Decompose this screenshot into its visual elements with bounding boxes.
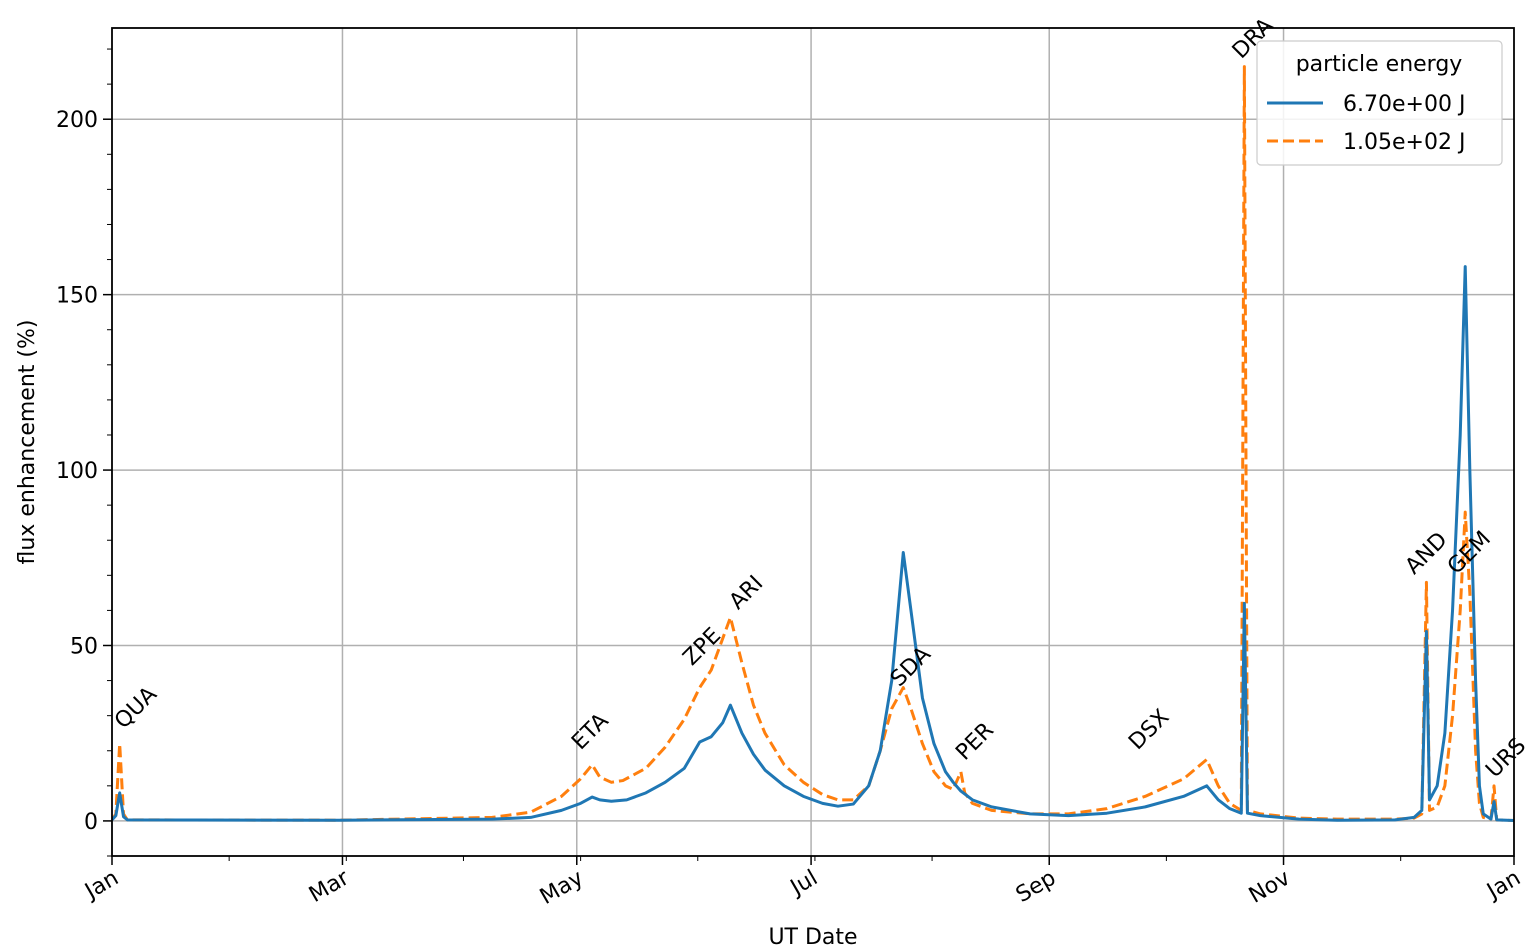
y-axis-label: flux enhancement (%) (15, 320, 40, 565)
x-tick-label: Jan (1481, 866, 1525, 906)
series-lines (112, 65, 1514, 823)
legend-label-series-1: 6.70e+00 J (1343, 92, 1465, 117)
shower-label-per: PER (951, 718, 999, 766)
x-tick-label: Jan (79, 866, 123, 906)
series-line-2 (112, 65, 1514, 823)
shower-label-urs: URS (1481, 733, 1531, 783)
y-tick-label: 200 (56, 108, 98, 133)
legend-label-series-2: 1.05e+02 J (1343, 130, 1465, 155)
plot-frame (111, 27, 1515, 857)
shower-label-dsx: DSX (1124, 705, 1174, 755)
shower-label-zpe: ZPE (679, 623, 727, 671)
y-tick-label: 100 (56, 459, 98, 484)
shower-label-eta: ETA (567, 708, 613, 754)
x-tick-label: Nov (1245, 866, 1295, 909)
legend: particle energy 6.70e+00 J 1.05e+02 J (1256, 40, 1503, 166)
x-tick-label: Jul (785, 866, 822, 902)
y-tick-label: 0 (84, 810, 98, 835)
y-tick-label: 150 (56, 284, 98, 309)
x-tick-label: Mar (305, 865, 354, 908)
legend-frame (1256, 40, 1503, 166)
legend-title: particle energy (1296, 52, 1463, 77)
x-axis-label: UT Date (768, 925, 857, 950)
y-tick-label: 50 (70, 634, 98, 659)
x-tick-label: Sep (1012, 866, 1060, 908)
shower-label-and: AND (1401, 528, 1453, 580)
x-tick-label: May (536, 866, 588, 910)
series-line-1 (112, 265, 1514, 823)
shower-label-ari: ARI (725, 571, 769, 615)
shower-label-qua: QUA (110, 682, 162, 734)
